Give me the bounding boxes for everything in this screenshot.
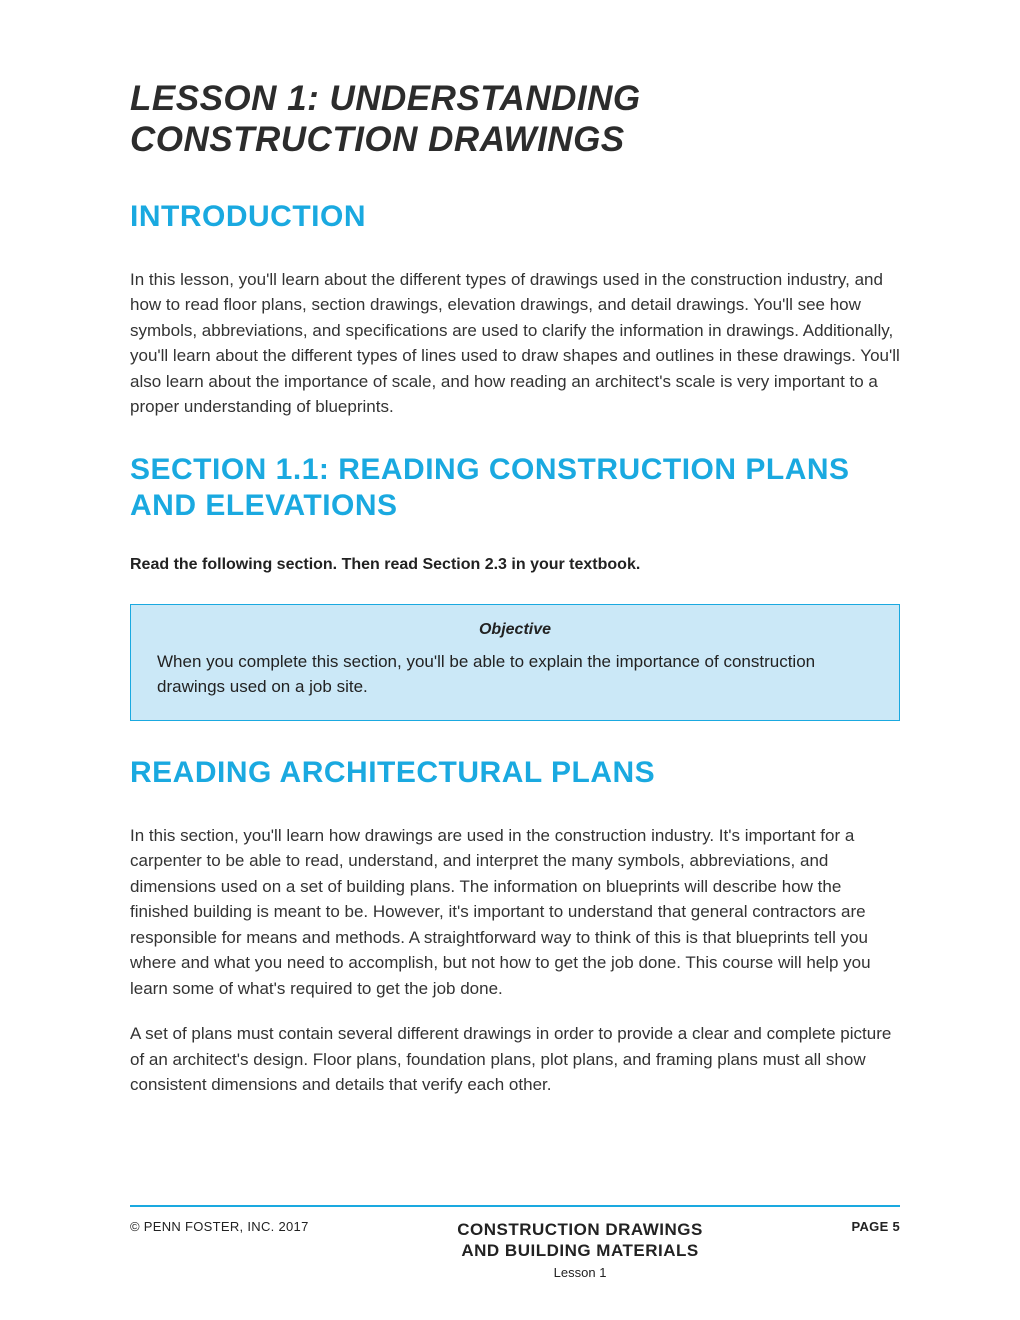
objective-text: When you complete this section, you'll b… bbox=[157, 649, 873, 700]
footer-title: CONSTRUCTION DRAWINGS AND BUILDING MATER… bbox=[309, 1219, 852, 1262]
footer-rule bbox=[130, 1205, 900, 1207]
intro-heading: INTRODUCTION bbox=[130, 199, 900, 235]
page-footer: © PENN FOSTER, INC. 2017 CONSTRUCTION DR… bbox=[130, 1205, 900, 1281]
footer-title-line1: CONSTRUCTION DRAWINGS bbox=[457, 1220, 703, 1239]
reading-plans-p1: In this section, you'll learn how drawin… bbox=[130, 823, 900, 1002]
reading-plans-p2: A set of plans must contain several diff… bbox=[130, 1021, 900, 1098]
footer-copyright: © PENN FOSTER, INC. 2017 bbox=[130, 1219, 309, 1234]
intro-body: In this lesson, you'll learn about the d… bbox=[130, 267, 900, 420]
footer-center: CONSTRUCTION DRAWINGS AND BUILDING MATER… bbox=[309, 1219, 852, 1281]
lesson-title: LESSON 1: UNDERSTANDING CONSTRUCTION DRA… bbox=[130, 78, 900, 161]
section-instruction: Read the following section. Then read Se… bbox=[130, 556, 900, 574]
reading-plans-heading: READING ARCHITECTURAL PLANS bbox=[130, 755, 900, 791]
objective-box: Objective When you complete this section… bbox=[130, 604, 900, 721]
objective-label: Objective bbox=[157, 621, 873, 639]
footer-page: PAGE 5 bbox=[851, 1219, 900, 1234]
footer-subtitle: Lesson 1 bbox=[309, 1265, 852, 1280]
footer-row: © PENN FOSTER, INC. 2017 CONSTRUCTION DR… bbox=[130, 1219, 900, 1281]
section-1-1-heading: SECTION 1.1: READING CONSTRUCTION PLANS … bbox=[130, 452, 900, 524]
footer-title-line2: AND BUILDING MATERIALS bbox=[461, 1241, 698, 1260]
page-content: LESSON 1: UNDERSTANDING CONSTRUCTION DRA… bbox=[0, 0, 1020, 1098]
